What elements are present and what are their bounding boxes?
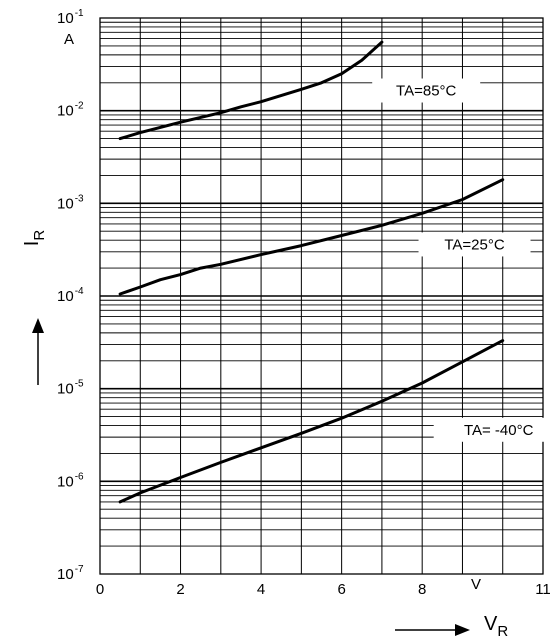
x-tick-label: 8: [418, 581, 426, 598]
x-unit-label: V: [471, 576, 481, 593]
x-tick-label: 6: [337, 581, 345, 598]
series-label-text: TA=25°C: [444, 236, 504, 253]
y-axis-arrow: [32, 318, 44, 385]
x-tick-label: 2: [176, 581, 184, 598]
series-label-bg: [418, 232, 531, 257]
y-tick-label: 10-4: [57, 286, 84, 305]
series-label-text: TA= -40°C: [464, 422, 534, 439]
x-axis-arrow: [395, 624, 470, 636]
y-tick-label: 10-2: [57, 101, 84, 120]
x-tick-label: 0: [96, 581, 104, 598]
series-label-text: TA=85°C: [396, 83, 456, 100]
y-tick-label: 10-7: [57, 564, 84, 583]
plot-frame: [99, 17, 544, 575]
x-tick-label: 4: [257, 581, 265, 598]
y-tick-label: 10-1: [57, 8, 84, 27]
series-label-3: TA= -40°C: [433, 417, 552, 442]
x-tick-labels: 0 2 4 6 8 11: [96, 581, 551, 598]
series-lines: [118, 40, 505, 504]
x-axis-title: VR: [484, 613, 508, 640]
y-tick-labels: 10-1 10-2 10-3 10-4 10-5 10-6 10-7: [57, 8, 84, 583]
y-tick-label: 10-3: [57, 193, 84, 212]
series-line-3: [118, 339, 505, 504]
y-tick-label: 10-6: [57, 471, 84, 490]
series-label-2: TA=25°C: [418, 232, 531, 257]
y-unit-label: A: [64, 31, 74, 48]
series-label-bg: [372, 78, 481, 103]
series-line-2: [118, 178, 505, 296]
series-label-bg: [433, 417, 552, 442]
y-axis-title: IR: [21, 230, 48, 247]
series-line-1: [118, 40, 384, 141]
svg-text:IR: IR: [21, 230, 48, 247]
series-label-1: TA=85°C: [372, 78, 481, 103]
x-tick-label: 11: [535, 581, 551, 598]
y-tick-label: 10-5: [57, 379, 84, 398]
series-labels: TA=85°C TA=25°C TA= -40°C: [372, 78, 552, 442]
